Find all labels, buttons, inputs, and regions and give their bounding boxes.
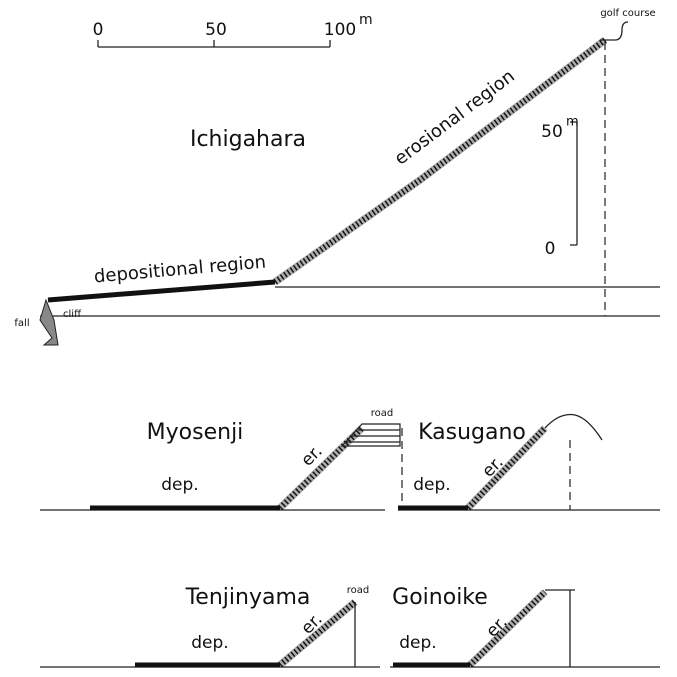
- road-label: road: [371, 408, 394, 419]
- profile-row: Myosenji dep. road er. Kasugano dep. er.: [40, 408, 660, 510]
- scale-bar: 0 50 100 m: [93, 12, 373, 47]
- site-name: Ichigahara: [190, 127, 306, 152]
- depositional-label: depositional region: [93, 252, 267, 288]
- site-name: Myosenji: [147, 420, 244, 445]
- main-profile: golf course Ichigahara erosional region …: [14, 8, 660, 345]
- depositional-segment: [48, 282, 275, 300]
- cliff-shape: [40, 300, 58, 345]
- dep-label: dep.: [191, 633, 228, 653]
- dep-label: dep.: [413, 475, 450, 495]
- erosional-hatch: [280, 428, 362, 508]
- cliff-label: cliff: [63, 309, 82, 320]
- leader: [600, 22, 628, 40]
- road-label: road: [347, 585, 370, 596]
- scale-label: 0: [93, 20, 104, 40]
- dep-label: dep.: [161, 475, 198, 495]
- hill-outline: [545, 415, 602, 440]
- site-name: Tenjinyama: [185, 585, 311, 610]
- vertical-scale-unit: m: [566, 115, 579, 130]
- fall-label: fall: [14, 318, 29, 329]
- dep-label: dep.: [399, 633, 436, 653]
- scale-label: 50: [205, 20, 227, 40]
- site-name: Goinoike: [392, 585, 488, 610]
- er-label: er.: [482, 612, 511, 641]
- vertical-scale-label: 50: [541, 122, 563, 142]
- profile-row: Tenjinyama dep. road er. Goinoike dep. e…: [40, 585, 660, 667]
- er-label: er.: [478, 452, 507, 481]
- golf-course-label: golf course: [600, 8, 655, 19]
- scale-unit: m: [359, 12, 373, 28]
- vertical-scale-label: 0: [545, 239, 556, 259]
- figure: 0 50 100 m golf course Ichigahara erosio…: [0, 0, 677, 677]
- site-name: Kasugano: [418, 420, 526, 445]
- scale-label: 100: [324, 20, 356, 40]
